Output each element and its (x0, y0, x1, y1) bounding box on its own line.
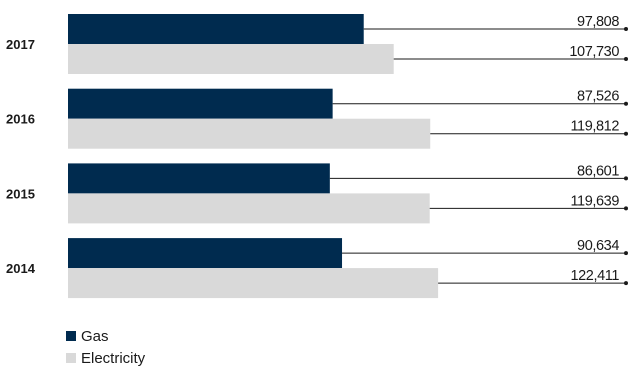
bar-gas-2015 (68, 163, 330, 194)
value-label-gas-2016: 87,526 (577, 89, 619, 105)
leader-dot-electricity-2014 (624, 281, 628, 286)
category-label-2014: 2014 (6, 261, 36, 276)
bar-gas-2016 (68, 88, 333, 119)
bar-gas-2014 (68, 238, 343, 269)
value-label-electricity-2014: 122,411 (570, 268, 619, 284)
bar-electricity-2017 (68, 44, 394, 74)
bar-gas-2017 (68, 14, 364, 44)
category-label-2015: 2015 (6, 186, 35, 201)
legend-label-gas: Gas (81, 327, 109, 345)
legend-label-electricity: Electricity (81, 349, 146, 367)
legend-item-gas: Gas (66, 325, 145, 347)
value-label-electricity-2017: 107,730 (569, 44, 619, 60)
legend: Gas Electricity (66, 325, 145, 369)
leader-dot-electricity-2016 (624, 131, 628, 136)
leader-dot-gas-2015 (624, 176, 628, 181)
value-label-gas-2015: 86,601 (577, 163, 619, 179)
bar-electricity-2015 (68, 193, 430, 224)
legend-swatch-gas (66, 331, 76, 341)
value-label-gas-2017: 97,808 (577, 14, 619, 30)
legend-swatch-electricity (66, 353, 76, 363)
category-label-2017: 2017 (6, 37, 35, 52)
value-label-electricity-2015: 119,639 (570, 193, 619, 209)
bar-electricity-2014 (68, 268, 439, 299)
leader-dot-gas-2017 (624, 27, 628, 31)
bar-electricity-2016 (68, 118, 431, 149)
leader-dot-electricity-2015 (624, 206, 628, 211)
value-label-electricity-2016: 119,812 (570, 119, 619, 135)
leader-dot-electricity-2017 (624, 57, 628, 61)
leader-dot-gas-2016 (624, 101, 628, 106)
value-label-gas-2014: 90,634 (577, 238, 619, 254)
legend-item-electricity: Electricity (66, 347, 145, 369)
bar-chart: 2017 97,808 107,730 2016 87,526 119,812 2015 86… (6, 14, 628, 299)
category-label-2016: 2016 (6, 112, 35, 127)
leader-dot-gas-2014 (624, 251, 628, 256)
